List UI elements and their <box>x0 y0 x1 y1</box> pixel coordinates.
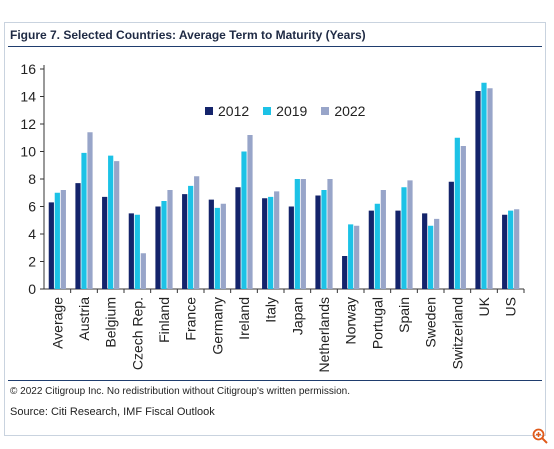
bar-2012 <box>102 196 108 289</box>
x-tick-label: Finland <box>156 297 172 343</box>
bar-2012 <box>502 214 508 289</box>
bar-2022 <box>354 225 360 289</box>
bar-2012 <box>235 187 241 289</box>
y-tick-label: 8 <box>28 171 36 187</box>
legend-label: 2012 <box>218 103 250 119</box>
bar-2019 <box>454 137 460 289</box>
bar-2022 <box>60 190 66 289</box>
bar-2012 <box>155 206 161 289</box>
x-tick-label: Switzerland <box>449 297 465 369</box>
bar-2019 <box>428 225 434 289</box>
bar-2012 <box>208 199 214 289</box>
bar-2022 <box>194 176 200 289</box>
bar-2022 <box>247 135 253 289</box>
bar-2019 <box>268 196 274 289</box>
bar-2022 <box>514 209 520 289</box>
legend-label: 2022 <box>334 103 366 119</box>
x-tick-label: Spain <box>396 297 412 333</box>
legend-swatch <box>321 107 330 115</box>
source-note: Source: Citi Research, IMF Fiscal Outloo… <box>10 406 215 418</box>
bar-2012 <box>315 195 321 289</box>
bar-2022 <box>327 179 333 289</box>
bar-2019 <box>401 187 407 289</box>
bar-2019 <box>241 151 247 289</box>
bar-2012 <box>75 183 81 289</box>
legend-label: 2019 <box>276 103 308 119</box>
legend-item-2012: 2012 <box>205 103 249 119</box>
bar-2012 <box>128 213 134 289</box>
bar-2022 <box>460 146 466 289</box>
bar-2022 <box>220 203 226 289</box>
copyright-note: © 2022 Citigroup Inc. No redistribution … <box>10 386 350 397</box>
x-tick-label: France <box>183 297 199 341</box>
figure-title: Figure 7. Selected Countries: Average Te… <box>10 28 366 42</box>
legend-swatch <box>263 107 272 115</box>
y-tick-label: 4 <box>28 226 36 242</box>
bar-2012 <box>395 210 401 289</box>
y-tick-label: 0 <box>28 281 36 297</box>
x-tick-label: Austria <box>76 297 92 341</box>
x-tick-label: Belgium <box>103 297 119 348</box>
bar-2019 <box>108 155 114 289</box>
bar-2022 <box>274 191 280 289</box>
x-tick-label: Netherlands <box>316 297 332 373</box>
bar-2012 <box>48 202 54 289</box>
legend-item-2019: 2019 <box>263 103 307 119</box>
bar-2019 <box>188 185 194 289</box>
y-tick-label: 14 <box>20 89 36 105</box>
legend-swatch <box>205 107 213 115</box>
bar-2019 <box>54 192 60 289</box>
y-tick-label: 2 <box>28 254 36 270</box>
bar-2022 <box>487 88 493 289</box>
bar-2012 <box>422 213 428 289</box>
x-tick-label: Italy <box>263 297 279 323</box>
chart-legend: 2012 2019 2022 <box>205 103 365 119</box>
y-tick-label: 16 <box>20 61 36 77</box>
bar-2022 <box>87 132 93 289</box>
bar-2019 <box>348 224 354 289</box>
bar-2019 <box>508 210 514 289</box>
bar-2022 <box>407 180 413 289</box>
bar-2022 <box>300 179 306 289</box>
bar-2019 <box>134 214 140 289</box>
bar-2012 <box>288 206 294 289</box>
legend-item-2022: 2022 <box>321 103 365 119</box>
bar-2022 <box>114 161 120 289</box>
bar-2022 <box>434 218 440 289</box>
y-tick-label: 12 <box>20 116 36 132</box>
bar-2012 <box>475 91 481 289</box>
bar-2022 <box>380 190 386 289</box>
zoom-in-icon[interactable] <box>532 428 548 444</box>
bar-2019 <box>481 82 487 289</box>
x-tick-label: US <box>503 297 519 316</box>
x-tick-label: Sweden <box>423 297 439 348</box>
bar-2012 <box>182 194 188 289</box>
bar-2019 <box>374 203 380 289</box>
x-tick-label: Ireland <box>236 297 252 340</box>
bar-2019 <box>321 190 327 289</box>
footer-divider <box>8 380 542 381</box>
bar-2012 <box>342 256 348 289</box>
x-tick-label: Average <box>49 297 65 349</box>
bar-2022 <box>140 253 146 289</box>
bar-2022 <box>167 190 173 289</box>
x-tick-label: Japan <box>289 297 305 335</box>
bar-2019 <box>161 201 167 289</box>
x-tick-label: Norway <box>343 297 359 344</box>
x-tick-label: UK <box>476 296 492 316</box>
bar-2012 <box>448 181 454 289</box>
bar-2012 <box>368 210 374 289</box>
x-tick-label: Germany <box>209 297 225 355</box>
bar-2019 <box>81 152 87 289</box>
x-tick-label: Czech Rep. <box>129 297 145 370</box>
bar-2019 <box>294 179 300 289</box>
y-tick-label: 10 <box>20 144 36 160</box>
bar-2019 <box>214 207 220 289</box>
y-tick-label: 6 <box>28 199 36 215</box>
title-divider <box>8 46 542 47</box>
x-tick-label: Portugal <box>369 297 385 349</box>
bar-2012 <box>262 198 268 289</box>
